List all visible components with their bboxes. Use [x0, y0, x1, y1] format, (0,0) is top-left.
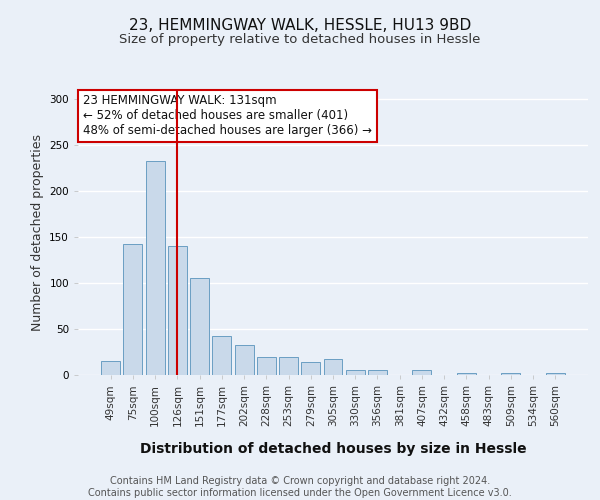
- Bar: [190, 278, 209, 375]
- Bar: [257, 356, 276, 375]
- Bar: [346, 370, 365, 375]
- Text: 23, HEMMINGWAY WALK, HESSLE, HU13 9BD: 23, HEMMINGWAY WALK, HESSLE, HU13 9BD: [129, 18, 471, 32]
- Bar: [279, 356, 298, 375]
- Bar: [368, 370, 387, 375]
- Bar: [301, 362, 320, 375]
- Bar: [124, 244, 142, 375]
- Bar: [323, 360, 343, 375]
- Bar: [101, 361, 120, 375]
- Bar: [235, 344, 254, 375]
- Text: Distribution of detached houses by size in Hessle: Distribution of detached houses by size …: [140, 442, 526, 456]
- Y-axis label: Number of detached properties: Number of detached properties: [31, 134, 44, 331]
- Bar: [546, 373, 565, 375]
- Bar: [146, 161, 164, 375]
- Bar: [168, 246, 187, 375]
- Text: Size of property relative to detached houses in Hessle: Size of property relative to detached ho…: [119, 32, 481, 46]
- Bar: [212, 336, 231, 375]
- Bar: [412, 370, 431, 375]
- Bar: [502, 373, 520, 375]
- Text: Contains HM Land Registry data © Crown copyright and database right 2024.
Contai: Contains HM Land Registry data © Crown c…: [88, 476, 512, 498]
- Bar: [457, 373, 476, 375]
- Text: 23 HEMMINGWAY WALK: 131sqm
← 52% of detached houses are smaller (401)
48% of sem: 23 HEMMINGWAY WALK: 131sqm ← 52% of deta…: [83, 94, 372, 138]
